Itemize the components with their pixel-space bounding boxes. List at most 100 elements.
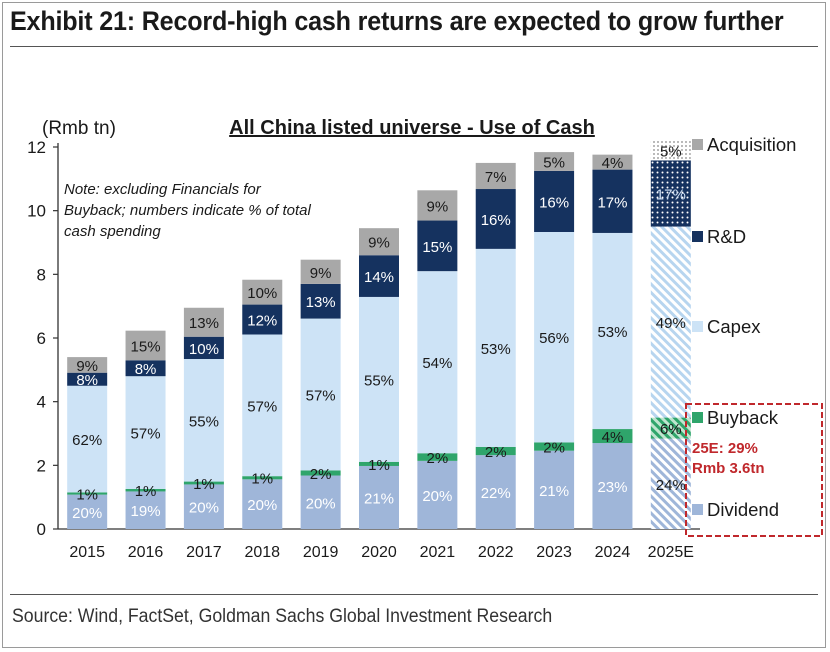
- x-tick-label: 2021: [420, 544, 456, 561]
- data-label-buyback: 1%: [76, 487, 98, 504]
- data-label-rnd: 13%: [306, 294, 336, 311]
- x-tick-label: 2025E: [648, 544, 694, 561]
- y-tick-label: 12: [27, 138, 46, 157]
- data-label-rnd: 16%: [481, 212, 511, 229]
- bar-segment-rnd: [650, 160, 691, 227]
- data-label-acquisition: 9%: [427, 198, 449, 215]
- data-label-capex: 49%: [656, 315, 686, 332]
- data-label-capex: 53%: [481, 341, 511, 358]
- y-axis-label: (Rmb tn): [42, 118, 116, 139]
- bar-segment-rnd: [475, 189, 516, 249]
- bar-segment-capex: [300, 318, 341, 471]
- bar-segment-acquisition: [417, 190, 458, 221]
- bar-segment-acquisition: [650, 140, 691, 161]
- exhibit-title: Exhibit 21: Record-high cash returns are…: [10, 6, 784, 36]
- bar-segment-acquisition: [359, 228, 399, 256]
- bar-segment-dividend: [650, 438, 691, 529]
- data-label-rnd: 16%: [539, 194, 569, 211]
- x-tick-label: 2019: [303, 544, 339, 561]
- bar-segment-rnd: [183, 336, 224, 360]
- bar-segment-capex: [475, 248, 516, 447]
- legend-label-buyback: Buyback: [707, 407, 779, 428]
- data-label-buyback: 2%: [310, 466, 332, 483]
- note-line-1: Note: excluding Financials for: [64, 181, 262, 198]
- data-label-dividend: 21%: [364, 490, 394, 507]
- bar-segment-capex: [125, 376, 166, 489]
- data-label-rnd: 8%: [135, 361, 157, 378]
- data-label-acquisition: 5%: [660, 144, 682, 161]
- bar-segment-acquisition: [67, 357, 108, 373]
- data-label-rnd: 12%: [247, 313, 277, 330]
- y-tick-label: 0: [37, 520, 46, 539]
- note-line-2: Buyback; numbers indicate % of total: [64, 202, 311, 219]
- axes: 0 2 4 6 8 10 12 2015 2016 2017 2018 2019 2020 2021 202…: [27, 138, 700, 561]
- data-label-buyback: 4%: [602, 429, 624, 446]
- bar-segment-buyback: [183, 481, 224, 485]
- data-label-acquisition: 7%: [485, 169, 507, 186]
- x-tick-label: 2024: [595, 544, 631, 561]
- data-label-acquisition: 10%: [247, 285, 277, 302]
- data-label-acquisition: 13%: [189, 315, 219, 332]
- data-label-rnd: 10%: [189, 341, 219, 358]
- data-labels: 20%1%62%8%9%19%1%57%8%15%20%1%55%10%13%2…: [72, 144, 686, 522]
- bar-segment-buyback: [125, 488, 166, 492]
- callout-line-2: Rmb 3.6tn: [692, 460, 765, 477]
- bar-segment-buyback: [417, 453, 458, 461]
- legend-swatch-capex: [692, 321, 703, 332]
- legend-label-acquisition: Acquisition: [707, 134, 796, 155]
- bar-segment-acquisition: [300, 259, 341, 284]
- bar-segment-acquisition: [475, 162, 516, 190]
- y-tick-label: 6: [37, 329, 46, 348]
- callout-box: [685, 403, 823, 537]
- bar-segment-capex: [242, 334, 283, 477]
- bar-segment-dividend: [183, 484, 224, 529]
- data-label-dividend: 20%: [189, 500, 219, 517]
- data-label-buyback: 1%: [193, 476, 215, 493]
- bar-segment-capex: [359, 296, 399, 462]
- data-label-buyback: 1%: [251, 471, 273, 488]
- note-line-3: cash spending: [64, 223, 161, 240]
- legend-swatch-buyback: [692, 412, 703, 423]
- bar-segment-acquisition: [592, 154, 633, 170]
- bar-segment-dividend: [300, 475, 341, 529]
- data-label-capex: 62%: [72, 432, 102, 449]
- bar-segment-dividend: [67, 494, 108, 529]
- bar-segment-dividend: [125, 491, 166, 529]
- bar-segment-acquisition: [125, 330, 166, 361]
- data-label-acquisition: 15%: [131, 338, 161, 355]
- data-label-dividend: 21%: [539, 483, 569, 500]
- callout-line-1: 25E: 29%: [692, 440, 758, 457]
- data-label-capex: 55%: [364, 372, 394, 389]
- legend-swatch-acquisition: [692, 139, 703, 150]
- data-label-buyback: 2%: [427, 450, 449, 467]
- y-tick-label: 4: [37, 393, 46, 412]
- chart-title: All China listed universe - Use of Cash: [229, 117, 595, 139]
- bar-segment-dividend: [534, 450, 575, 529]
- y-tick-label: 2: [37, 456, 46, 475]
- bar-segment-dividend: [592, 443, 633, 529]
- data-label-capex: 57%: [131, 426, 161, 443]
- data-label-dividend: 20%: [247, 497, 277, 514]
- chart-note: Note: excluding Financials for Buyback; …: [64, 181, 311, 240]
- x-tick-label: 2017: [186, 544, 222, 561]
- data-label-rnd: 15%: [422, 239, 452, 256]
- bar-segment-rnd: [534, 170, 575, 232]
- bar-segment-rnd: [242, 304, 283, 335]
- legend-label-dividend: Dividend: [707, 499, 779, 520]
- bar-segment-acquisition: [242, 279, 283, 305]
- x-tick-label: 2022: [478, 544, 514, 561]
- bar-segment-rnd: [592, 169, 633, 233]
- x-tick-label: 2023: [536, 544, 572, 561]
- bar-segment-rnd: [125, 360, 166, 377]
- bar-segment-rnd: [300, 283, 341, 319]
- x-tick-label: 2018: [244, 544, 280, 561]
- data-label-acquisition: 9%: [310, 265, 332, 282]
- bar-segment-buyback: [359, 461, 399, 466]
- bar-segment-buyback: [300, 470, 341, 476]
- data-label-capex: 57%: [306, 388, 336, 405]
- bar-segment-dividend: [475, 455, 516, 529]
- legend: Dividend Buyback Capex R&D Acquisition 25E: 2…: [685, 134, 823, 537]
- legend-swatch-rnd: [692, 231, 703, 242]
- data-label-buyback: 1%: [368, 457, 390, 474]
